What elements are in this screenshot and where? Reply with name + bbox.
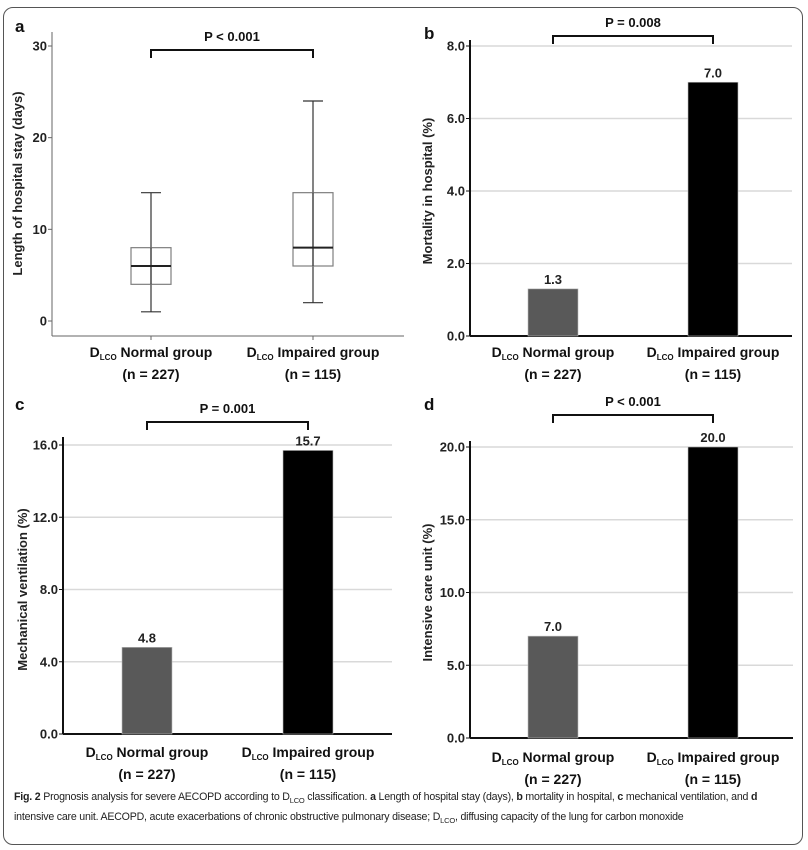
x-category-label: DLCO Impaired group [247, 344, 380, 362]
x-category-label: DLCO Normal group [86, 744, 209, 762]
panel-letter-d: d [424, 395, 435, 414]
panel-d-svg: 0.0 5.0 10.0 15.0 20.0 Intensive care unit (%… [420, 394, 793, 787]
bar-normal-group [527, 635, 579, 739]
p-value-label: P = 0.001 [200, 401, 256, 416]
y-tick-label: 4.0 [447, 184, 465, 199]
panel-letter-b: b [424, 24, 435, 43]
x-category-label: DLCO Impaired group [242, 744, 375, 762]
bar-impaired-group [687, 446, 739, 739]
significance-bracket [552, 414, 714, 423]
y-tick-label: 20.0 [440, 440, 465, 455]
x-category-n: (n = 227) [524, 366, 581, 382]
figure-caption: Fig. 2 Prognosis analysis for severe AEC… [14, 789, 794, 829]
y-tick-label: 8.0 [447, 39, 465, 54]
bar-value-label: 15.7 [295, 433, 320, 448]
y-axis-label: Mortality in hospital (%) [420, 118, 435, 265]
y-axis-label: Intensive care unit (%) [420, 524, 435, 662]
bar-value-label: 1.3 [544, 272, 562, 287]
significance-bracket [150, 49, 314, 58]
y-tick-label: 15.0 [440, 512, 465, 527]
y-axis-label: Length of hospital stay (days) [10, 91, 25, 275]
panel-letter-a: a [15, 17, 25, 36]
y-tick-label: 0.0 [447, 731, 465, 746]
x-category-n: (n = 115) [685, 771, 741, 787]
x-category-n: (n = 115) [285, 366, 341, 382]
y-tick-label: 2.0 [447, 256, 465, 271]
y-tick-label: 20 [33, 130, 47, 145]
figure-label: Fig. 2 [14, 791, 41, 803]
bar-normal-group [121, 646, 173, 735]
bar-value-label: 7.0 [544, 619, 562, 634]
y-tick-label: 30 [33, 39, 47, 54]
y-tick-label: 4.0 [40, 654, 58, 669]
bar-value-label: 7.0 [704, 65, 722, 80]
y-tick-label: 5.0 [447, 658, 465, 673]
y-tick-label: 10 [33, 222, 47, 237]
x-category-label: DLCO Impaired group [647, 749, 780, 767]
bar-value-label: 4.8 [138, 630, 156, 645]
y-tick-label: 0.0 [447, 329, 465, 344]
x-category-n: (n = 227) [524, 771, 581, 787]
x-category-n: (n = 227) [122, 366, 179, 382]
x-category-label: DLCO Normal group [90, 344, 213, 362]
p-value-label: P = 0.008 [605, 15, 661, 30]
panel-c-svg: 0.0 4.0 8.0 12.0 16.0 Mechanical ventilation … [15, 401, 392, 782]
panel-letter-c: c [15, 395, 25, 414]
x-category-label: DLCO Normal group [492, 344, 615, 362]
y-tick-label: 0 [40, 314, 47, 329]
x-category-n: (n = 227) [118, 766, 175, 782]
p-value-label: P < 0.001 [605, 394, 661, 409]
p-value-label: P < 0.001 [204, 29, 260, 44]
significance-bracket [552, 35, 714, 44]
y-axis-label: Mechanical ventilation (%) [15, 508, 30, 671]
bar-value-label: 20.0 [700, 430, 725, 445]
y-tick-label: 10.0 [440, 585, 465, 600]
significance-bracket [146, 421, 309, 430]
x-category-label: DLCO Impaired group [647, 344, 780, 362]
y-tick-label: 12.0 [33, 510, 58, 525]
y-tick-label: 0.0 [40, 727, 58, 742]
x-category-label: DLCO Normal group [492, 749, 615, 767]
y-tick-label: 16.0 [33, 438, 58, 453]
caption-text: Prognosis analysis for severe AECOPD acc… [14, 791, 758, 826]
bar-impaired-group [687, 81, 739, 337]
bar-normal-group [527, 288, 579, 337]
bar-impaired-group [282, 450, 334, 735]
y-tick-label: 8.0 [40, 582, 58, 597]
panel-b-svg: 0.0 2.0 4.0 6.0 8.0 Mortality in hospital (%)… [420, 15, 792, 382]
x-category-n: (n = 115) [685, 366, 741, 382]
y-tick-label: 6.0 [447, 111, 465, 126]
figure-frame [3, 7, 803, 845]
panel-a-svg: 0 10 20 30 Length of hospital stay (days) DLC… [10, 29, 404, 382]
x-category-n: (n = 115) [280, 766, 336, 782]
